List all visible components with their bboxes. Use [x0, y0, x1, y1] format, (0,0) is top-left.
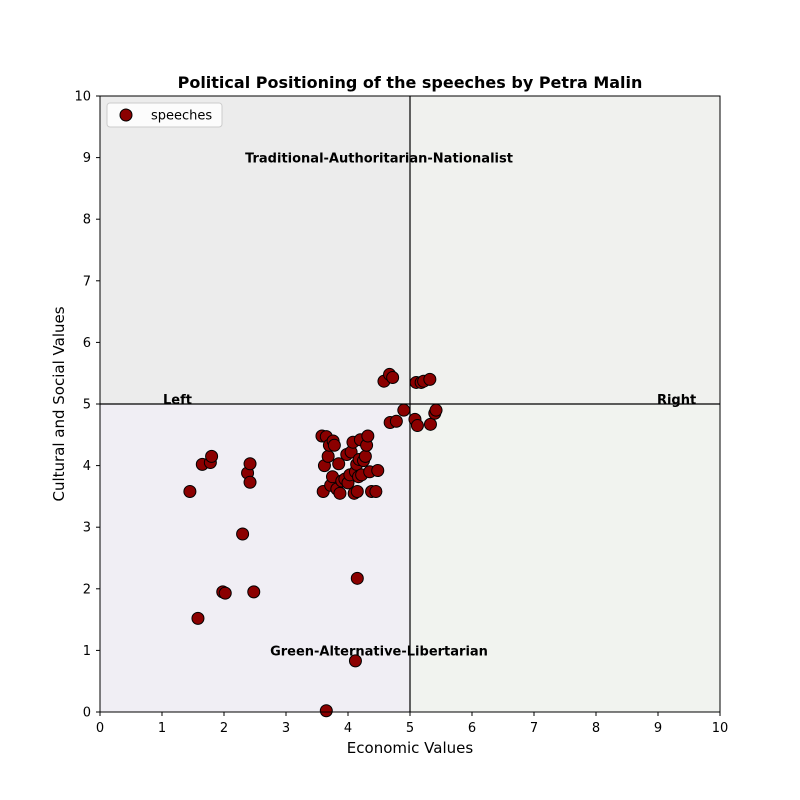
data-point: [321, 449, 335, 463]
x-tick-label: 3: [282, 721, 290, 736]
quadrant-label-left: Left: [163, 393, 192, 408]
x-tick-label: 7: [530, 721, 538, 736]
quadrant-top-right: [410, 96, 720, 404]
data-point: [205, 449, 219, 463]
x-tick-label: 6: [468, 721, 476, 736]
data-point: [348, 654, 362, 668]
data-point: [218, 586, 232, 600]
legend-entry-speeches: speeches: [151, 109, 212, 124]
data-point: [371, 464, 385, 478]
y-tick-label: 4: [83, 459, 91, 474]
quadrant-label-top: Traditional-Authoritarian-Nationalist: [245, 152, 513, 167]
data-point: [243, 475, 257, 489]
x-axis: 0 1 2 3 4 5 6 7 8 9 10: [96, 712, 728, 736]
data-point: [369, 484, 383, 498]
data-point: [350, 571, 364, 585]
data-point: [423, 372, 437, 386]
y-axis-label: Cultural and Social Values: [50, 306, 68, 501]
x-tick-label: 2: [220, 721, 228, 736]
quadrant-bottom-right: [410, 404, 720, 712]
data-point: [247, 585, 261, 599]
data-point: [350, 484, 364, 498]
quadrant-label-bottom: Green-Alternative-Libertarian: [270, 644, 488, 659]
x-tick-label: 4: [344, 721, 352, 736]
data-point: [327, 438, 341, 452]
x-axis-label: Economic Values: [347, 739, 474, 757]
y-tick-label: 7: [83, 274, 91, 289]
data-point: [429, 403, 443, 417]
data-point: [333, 486, 347, 500]
data-point: [191, 611, 205, 625]
y-tick-label: 0: [83, 706, 91, 721]
chart-title: Political Positioning of the speeches by…: [178, 73, 643, 92]
data-point: [183, 484, 197, 498]
legend: speeches: [106, 102, 223, 128]
y-tick-label: 2: [83, 582, 91, 597]
y-axis: 0 1 2 3 4 5 6 7 8 9 10: [74, 90, 100, 721]
quadrant-label-right: Right: [657, 393, 696, 408]
quadrant-top-left: [100, 96, 410, 404]
data-point: [397, 403, 411, 417]
x-tick-label: 10: [712, 721, 729, 736]
legend-marker: [119, 108, 133, 122]
data-point: [236, 527, 250, 541]
data-point: [410, 419, 424, 433]
x-tick-label: 0: [96, 721, 104, 736]
points-layer: [183, 367, 443, 718]
data-point: [389, 414, 403, 428]
data-point: [332, 457, 346, 471]
y-tick-label: 10: [74, 90, 91, 105]
y-tick-label: 6: [83, 336, 91, 351]
x-tick-label: 9: [654, 721, 662, 736]
y-tick-label: 9: [83, 151, 91, 166]
legend-box: [106, 102, 223, 128]
data-point: [423, 417, 437, 431]
data-point: [386, 371, 400, 385]
data-point: [361, 429, 375, 443]
data-point: [243, 457, 257, 471]
y-tick-label: 8: [83, 213, 91, 228]
data-point: [358, 449, 372, 463]
x-tick-label: 5: [406, 721, 414, 736]
y-tick-label: 1: [83, 644, 91, 659]
y-tick-label: 3: [83, 521, 91, 536]
data-point: [319, 704, 333, 718]
x-tick-label: 1: [158, 721, 166, 736]
x-tick-label: 8: [592, 721, 600, 736]
y-tick-label: 5: [83, 398, 91, 413]
